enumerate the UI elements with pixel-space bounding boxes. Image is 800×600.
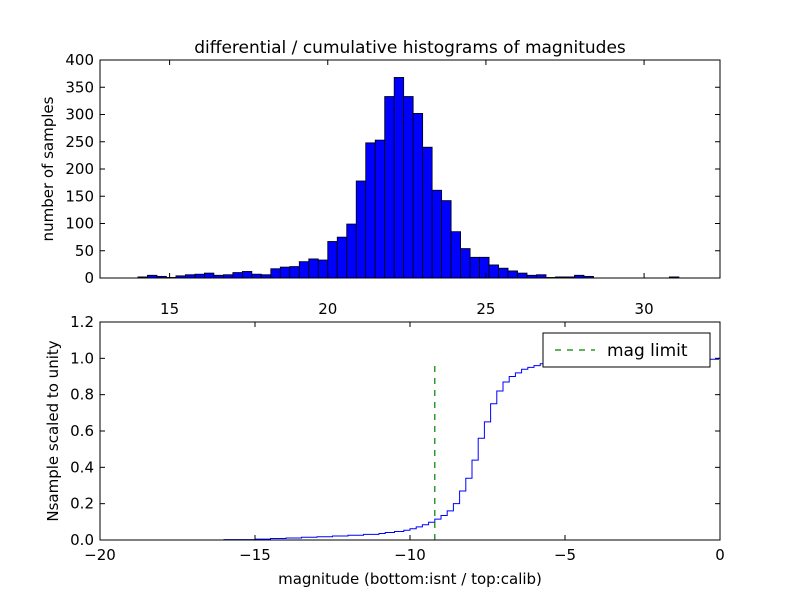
histogram-bar <box>403 96 414 279</box>
top-y-axis-label: number of samples <box>39 96 57 241</box>
top-y-tick-label: 0 <box>84 269 94 287</box>
bottom-x-axis-label: magnitude (bottom:isnt / top:calib) <box>278 570 542 588</box>
bottom-x-tick-label: −20 <box>84 546 116 564</box>
histogram-bar <box>365 142 376 279</box>
histogram-bar <box>498 267 509 279</box>
histogram-bar <box>384 96 395 279</box>
top-y-tick-label: 150 <box>65 187 94 205</box>
chart-title: differential / cumulative histograms of … <box>194 38 626 58</box>
bottom-y-tick-label: 0.2 <box>70 495 94 513</box>
top-y-tick-label: 100 <box>65 215 94 233</box>
bottom-plot-frame <box>99 321 721 541</box>
bottom-y-tick-label: 0.4 <box>70 458 94 476</box>
histogram-bar <box>488 264 499 279</box>
histogram-bar <box>308 258 319 279</box>
bottom-x-tick-label: −10 <box>394 546 426 564</box>
histogram-bars <box>137 77 680 279</box>
histogram-bar <box>232 272 243 279</box>
bottom-y-tick-label: 1.0 <box>70 349 94 367</box>
bottom-y-tick-label: 0.6 <box>70 422 94 440</box>
bottom-y-tick-label: 1.2 <box>70 313 94 331</box>
histogram-bar <box>241 271 253 279</box>
cumulative-lines <box>100 357 721 541</box>
legend: mag limit <box>542 332 711 368</box>
cumulative-histogram-panel: Nsample scaled to unity magnitude (botto… <box>44 313 725 588</box>
top-y-tick-label: 350 <box>65 78 94 96</box>
top-y-tick-label: 50 <box>75 242 94 260</box>
histogram-bar <box>507 270 518 279</box>
bottom-y-tick-label: 0.8 <box>70 386 94 404</box>
histogram-bar <box>346 223 357 279</box>
top-y-tick-label: 200 <box>65 160 94 178</box>
histogram-bar <box>460 248 471 279</box>
histogram-bar <box>441 200 452 279</box>
top-y-tick-label: 400 <box>65 51 94 69</box>
histogram-bar <box>450 231 462 279</box>
histogram-bar <box>479 256 490 279</box>
histogram-bar <box>289 266 300 279</box>
differential-histogram-panel: differential / cumulative histograms of … <box>39 38 721 318</box>
top-x-tick-label: 25 <box>476 300 495 318</box>
bottom-y-axis-label: Nsample scaled to unity <box>44 340 62 521</box>
histogram-bar <box>327 241 338 279</box>
histogram-bar <box>203 272 215 279</box>
top-x-tick-label: 15 <box>160 300 179 318</box>
bottom-x-tick-label: −5 <box>554 546 576 564</box>
histogram-bar <box>336 236 348 279</box>
histogram-bar <box>270 268 281 279</box>
bottom-axis-ticks: −20 −15 −10 −5 0 0.0 0.2 0.4 0.6 0.8 1.0 1.2 <box>70 313 725 564</box>
histogram-bar <box>469 256 480 279</box>
histogram-bar <box>431 189 443 279</box>
top-plot-frame <box>99 59 721 279</box>
bottom-x-tick-label: −15 <box>239 546 271 564</box>
legend-label: mag limit <box>607 341 688 361</box>
histogram-bar <box>298 261 310 279</box>
bottom-y-tick-label: 0.0 <box>70 531 94 549</box>
histogram-bar <box>317 259 329 279</box>
bottom-x-tick-label: 0 <box>715 546 725 564</box>
histogram-bar <box>374 139 386 279</box>
histogram-bar <box>194 273 205 279</box>
histogram-bar <box>393 77 405 279</box>
top-y-tick-label: 300 <box>65 106 94 124</box>
histogram-bar <box>279 266 291 279</box>
histogram-bar <box>422 146 433 279</box>
top-x-tick-label: 30 <box>635 300 654 318</box>
cumulative-step-line <box>100 357 721 541</box>
top-x-tick-label: 20 <box>318 300 337 318</box>
histogram-bar <box>251 273 262 279</box>
histogram-bar <box>355 180 367 279</box>
top-y-tick-label: 250 <box>65 133 94 151</box>
histogram-bar <box>517 272 528 279</box>
histogram-bar <box>412 113 424 279</box>
